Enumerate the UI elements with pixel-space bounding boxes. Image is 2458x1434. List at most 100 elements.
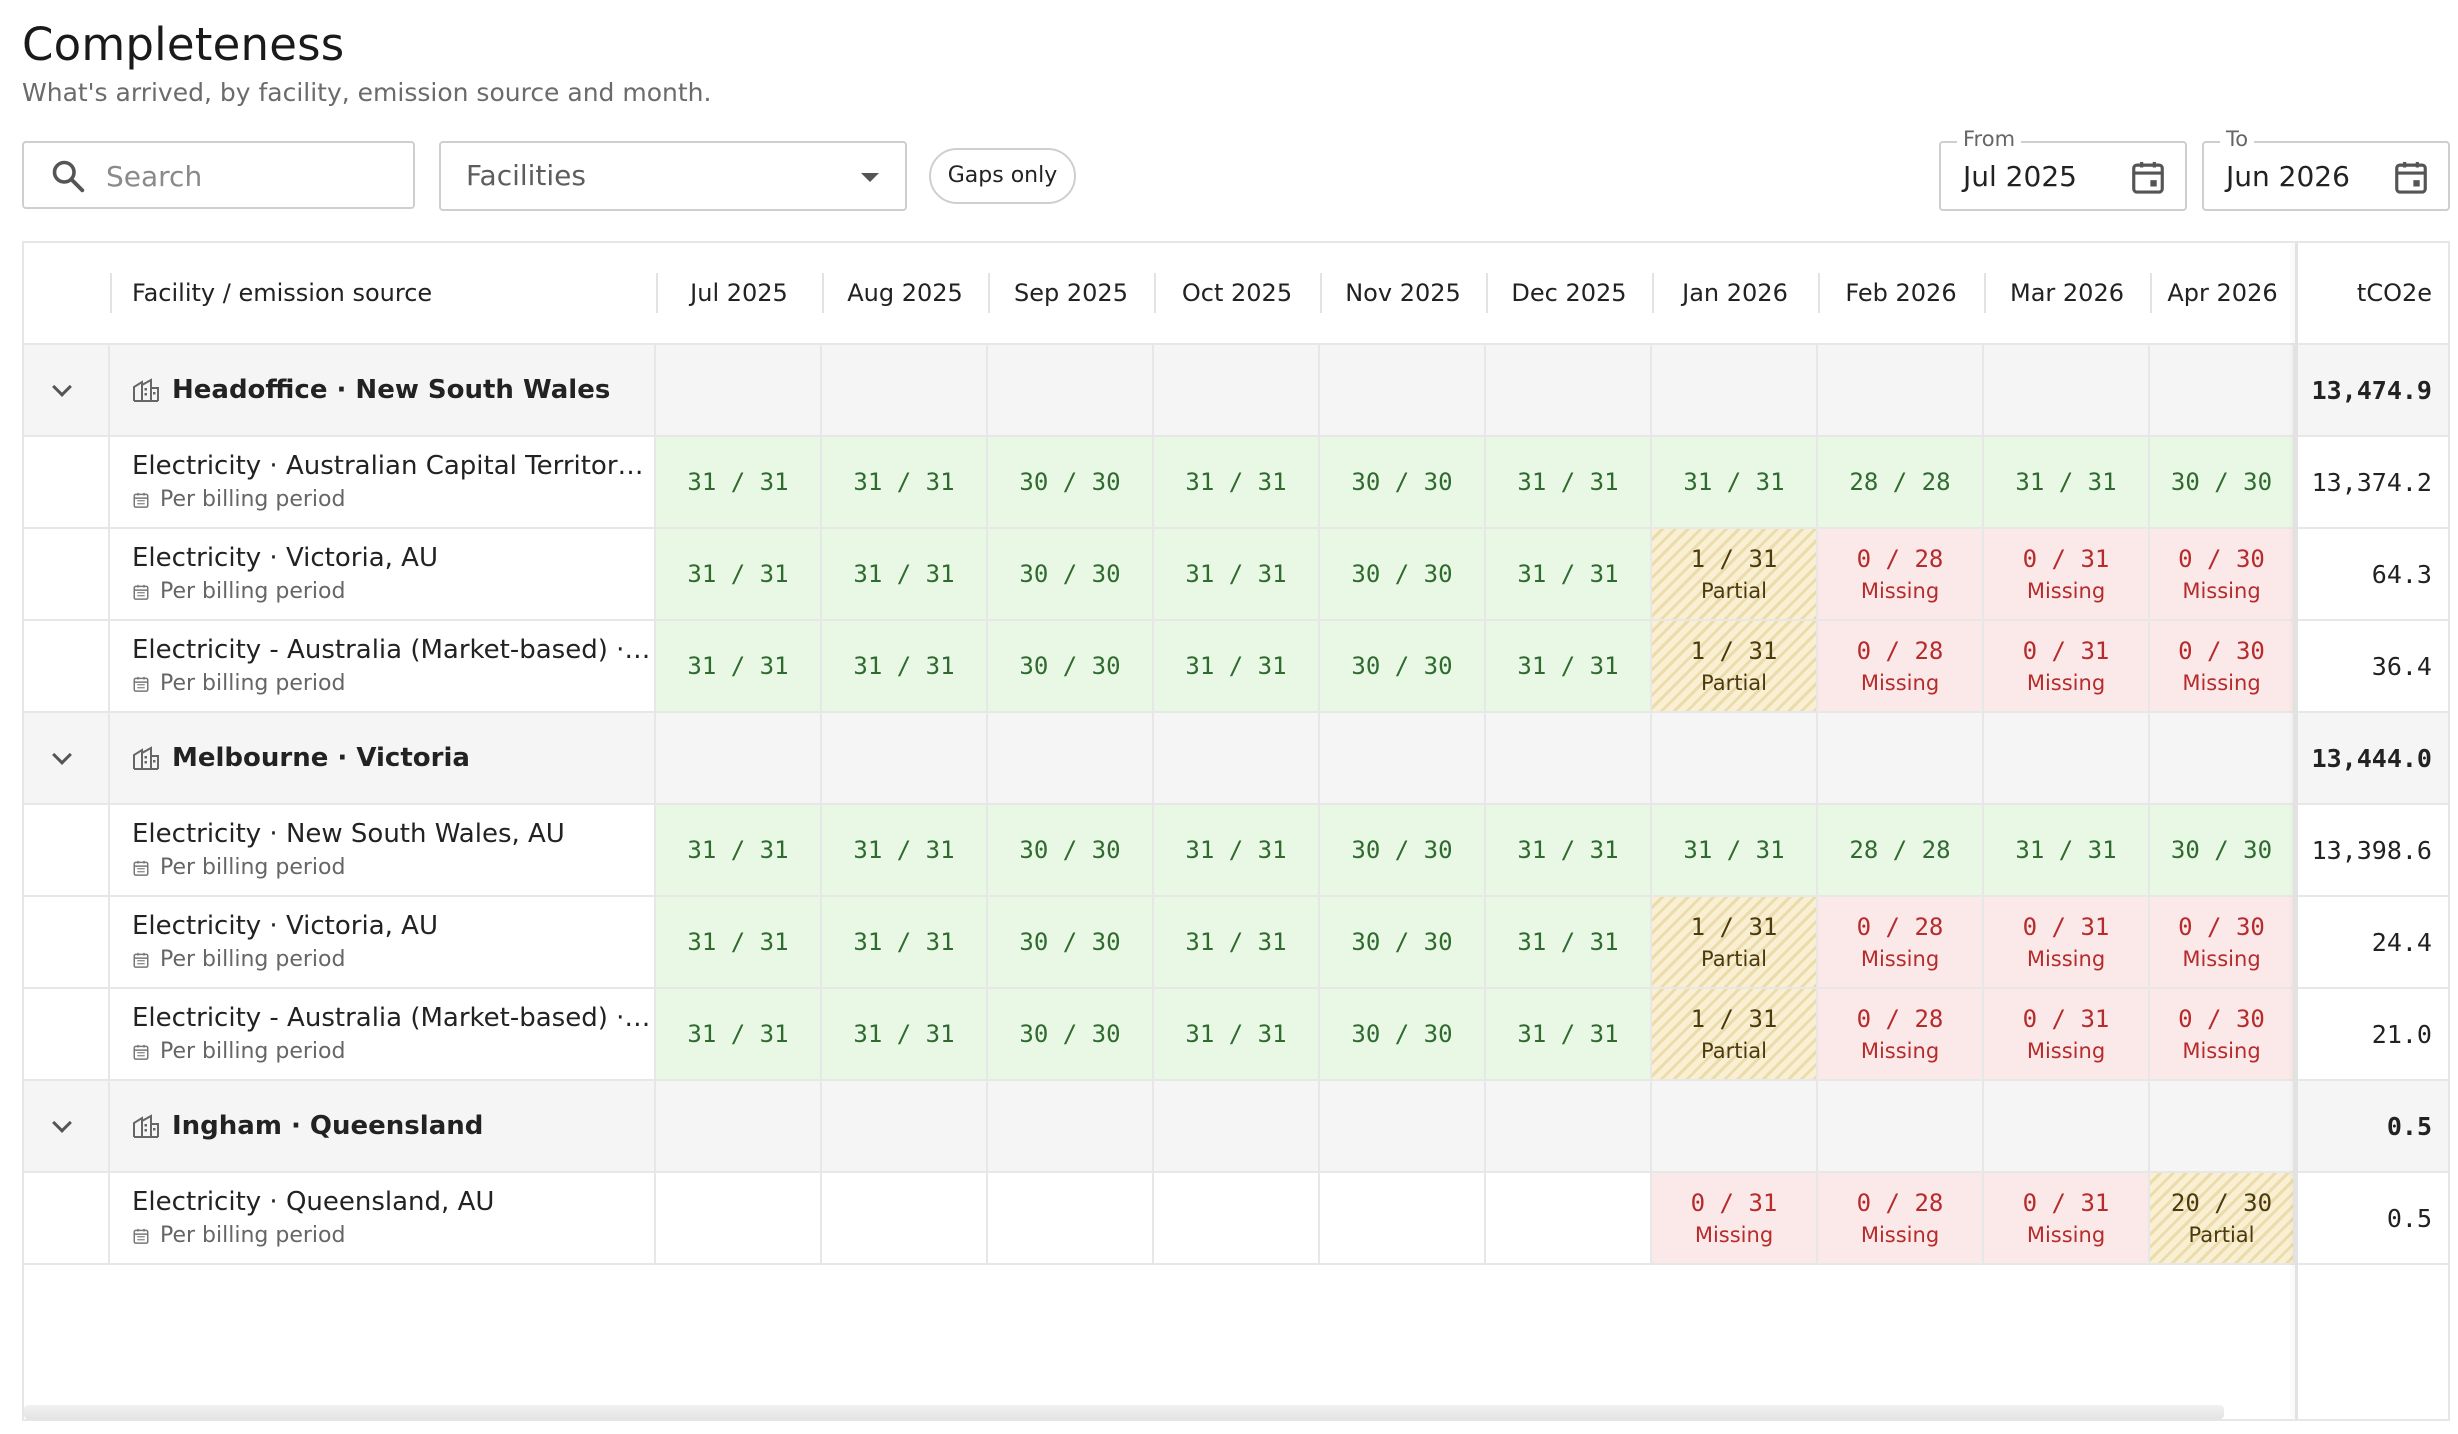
month-status-cell[interactable]: 0 / 28 Missing [1818,989,1984,1079]
group-row[interactable]: Ingham · Queensland 0.5 [24,1081,2448,1173]
column-header-month[interactable]: Oct 2025 [1181,279,1293,307]
month-status-cell[interactable]: 30 / 30 [1320,897,1486,987]
month-status-cell[interactable]: 1 / 31 Partial [1652,529,1818,619]
month-status-cell[interactable]: 31 / 31 [822,437,988,527]
column-header-month[interactable]: Aug 2025 [847,279,963,307]
column-header-month[interactable]: Nov 2025 [1345,279,1461,307]
column-header-month[interactable]: Feb 2026 [1845,279,1957,307]
chevron-down-icon[interactable] [52,1113,72,1133]
month-status-cell[interactable]: 0 / 28 Missing [1818,1173,1984,1263]
month-status-cell[interactable]: 0 / 28 Missing [1818,621,1984,711]
month-status-cell[interactable] [1320,1173,1486,1263]
column-header-month[interactable]: Apr 2026 [2167,279,2278,307]
month-status-cell[interactable]: 31 / 31 [1652,805,1818,895]
month-status-cell[interactable]: 1 / 31 Partial [1652,897,1818,987]
calendar-icon[interactable] [2392,158,2430,196]
column-header-month[interactable]: Sep 2025 [1014,279,1128,307]
month-status-cell[interactable]: 31 / 31 [656,805,822,895]
month-status-cell[interactable]: 30 / 30 [2150,437,2295,527]
month-status-cell[interactable]: 28 / 28 [1818,805,1984,895]
month-status-cell[interactable]: 0 / 30 Missing [2150,529,2295,619]
month-status-cell[interactable]: 31 / 31 [1154,805,1320,895]
chevron-down-icon[interactable] [52,745,72,765]
column-header-tco2e[interactable]: tCO2e [2356,279,2432,307]
column-header-facility[interactable]: Facility / emission source [132,279,433,307]
month-status-cell[interactable]: 30 / 30 [1320,529,1486,619]
month-status-cell[interactable]: 31 / 31 [822,529,988,619]
month-status-cell[interactable]: 0 / 31 Missing [1984,621,2150,711]
month-status-cell[interactable]: 31 / 31 [822,805,988,895]
column-header-month[interactable]: Jul 2025 [690,279,788,307]
month-status-cell[interactable]: 31 / 31 [1486,989,1652,1079]
month-status-cell[interactable]: 31 / 31 [822,989,988,1079]
source-row[interactable]: Electricity · Victoria, AU Per billing pe… [24,529,2448,621]
month-status-cell[interactable]: 1 / 31 Partial [1652,621,1818,711]
month-status-cell[interactable]: 31 / 31 [1984,805,2150,895]
month-status-cell[interactable]: 0 / 31 Missing [1652,1173,1818,1263]
month-status-cell[interactable]: 28 / 28 [1818,437,1984,527]
month-status-cell[interactable]: 0 / 31 Missing [1984,897,2150,987]
month-status-cell[interactable]: 31 / 31 [656,621,822,711]
month-status-cell[interactable]: 30 / 30 [988,897,1154,987]
month-status-cell[interactable]: 0 / 30 Missing [2150,989,2295,1079]
source-row[interactable]: Electricity · New South Wales, AU Per bil… [24,805,2448,897]
month-status-cell[interactable]: 0 / 31 Missing [1984,529,2150,619]
month-status-cell[interactable]: 30 / 30 [988,805,1154,895]
month-status-cell[interactable]: 20 / 30 Partial [2150,1173,2295,1263]
source-row[interactable]: Electricity · Victoria, AU Per billing pe… [24,897,2448,989]
month-status-cell[interactable]: 1 / 31 Partial [1652,989,1818,1079]
month-status-cell[interactable]: 31 / 31 [656,897,822,987]
month-status-cell[interactable]: 30 / 30 [1320,621,1486,711]
calendar-icon[interactable] [2129,158,2167,196]
month-status-cell[interactable]: 31 / 31 [1154,989,1320,1079]
group-row[interactable]: Melbourne · Victoria 13,444.0 [24,713,2448,805]
month-status-cell[interactable]: 31 / 31 [1984,437,2150,527]
month-status-cell[interactable]: 30 / 30 [988,529,1154,619]
expand-cell[interactable] [24,1081,110,1171]
month-status-cell[interactable] [988,1173,1154,1263]
source-row[interactable]: Electricity · Australian Capital Territo… [24,437,2448,529]
month-status-cell[interactable]: 0 / 30 Missing [2150,897,2295,987]
gaps-only-toggle[interactable]: Gaps only [929,148,1076,204]
source-row[interactable]: Electricity · Queensland, AU Per billing … [24,1173,2448,1265]
month-status-cell[interactable]: 30 / 30 [2150,805,2295,895]
expand-cell[interactable] [24,345,110,435]
month-status-cell[interactable]: 31 / 31 [1154,621,1320,711]
month-status-cell[interactable]: 31 / 31 [1154,897,1320,987]
from-date-field[interactable]: From Jul 2025 [1939,127,2187,211]
month-status-cell[interactable]: 31 / 31 [1486,437,1652,527]
month-status-cell[interactable]: 31 / 31 [656,529,822,619]
column-header-month[interactable]: Mar 2026 [2010,279,2124,307]
chevron-down-icon[interactable] [52,377,72,397]
month-status-cell[interactable]: 30 / 30 [988,989,1154,1079]
month-status-cell[interactable] [822,1173,988,1263]
month-status-cell[interactable]: 31 / 31 [656,437,822,527]
month-status-cell[interactable]: 31 / 31 [1486,621,1652,711]
month-status-cell[interactable] [656,1173,822,1263]
month-status-cell[interactable]: 31 / 31 [822,897,988,987]
month-status-cell[interactable]: 31 / 31 [1652,437,1818,527]
to-date-field[interactable]: To Jun 2026 [2202,127,2450,211]
month-status-cell[interactable]: 30 / 30 [988,621,1154,711]
month-status-cell[interactable]: 31 / 31 [1486,897,1652,987]
month-status-cell[interactable]: 0 / 28 Missing [1818,529,1984,619]
horizontal-scrollbar[interactable] [24,1405,2224,1419]
month-status-cell[interactable] [1486,1173,1652,1263]
month-status-cell[interactable]: 31 / 31 [1486,529,1652,619]
month-status-cell[interactable]: 31 / 31 [656,989,822,1079]
source-row[interactable]: Electricity - Australia (Market-based) ·… [24,621,2448,713]
month-status-cell[interactable]: 31 / 31 [1154,437,1320,527]
month-status-cell[interactable]: 30 / 30 [1320,805,1486,895]
month-status-cell[interactable]: 31 / 31 [1154,529,1320,619]
column-header-month[interactable]: Jan 2026 [1682,279,1788,307]
month-status-cell[interactable]: 0 / 31 Missing [1984,1173,2150,1263]
search-box[interactable] [22,141,415,209]
column-header-month[interactable]: Dec 2025 [1511,279,1627,307]
month-status-cell[interactable]: 31 / 31 [822,621,988,711]
expand-cell[interactable] [24,713,110,803]
month-status-cell[interactable] [1154,1173,1320,1263]
facilities-select[interactable]: Facilities [439,141,907,211]
source-row[interactable]: Electricity - Australia (Market-based) ·… [24,989,2448,1081]
search-input[interactable] [104,153,398,199]
month-status-cell[interactable]: 30 / 30 [988,437,1154,527]
